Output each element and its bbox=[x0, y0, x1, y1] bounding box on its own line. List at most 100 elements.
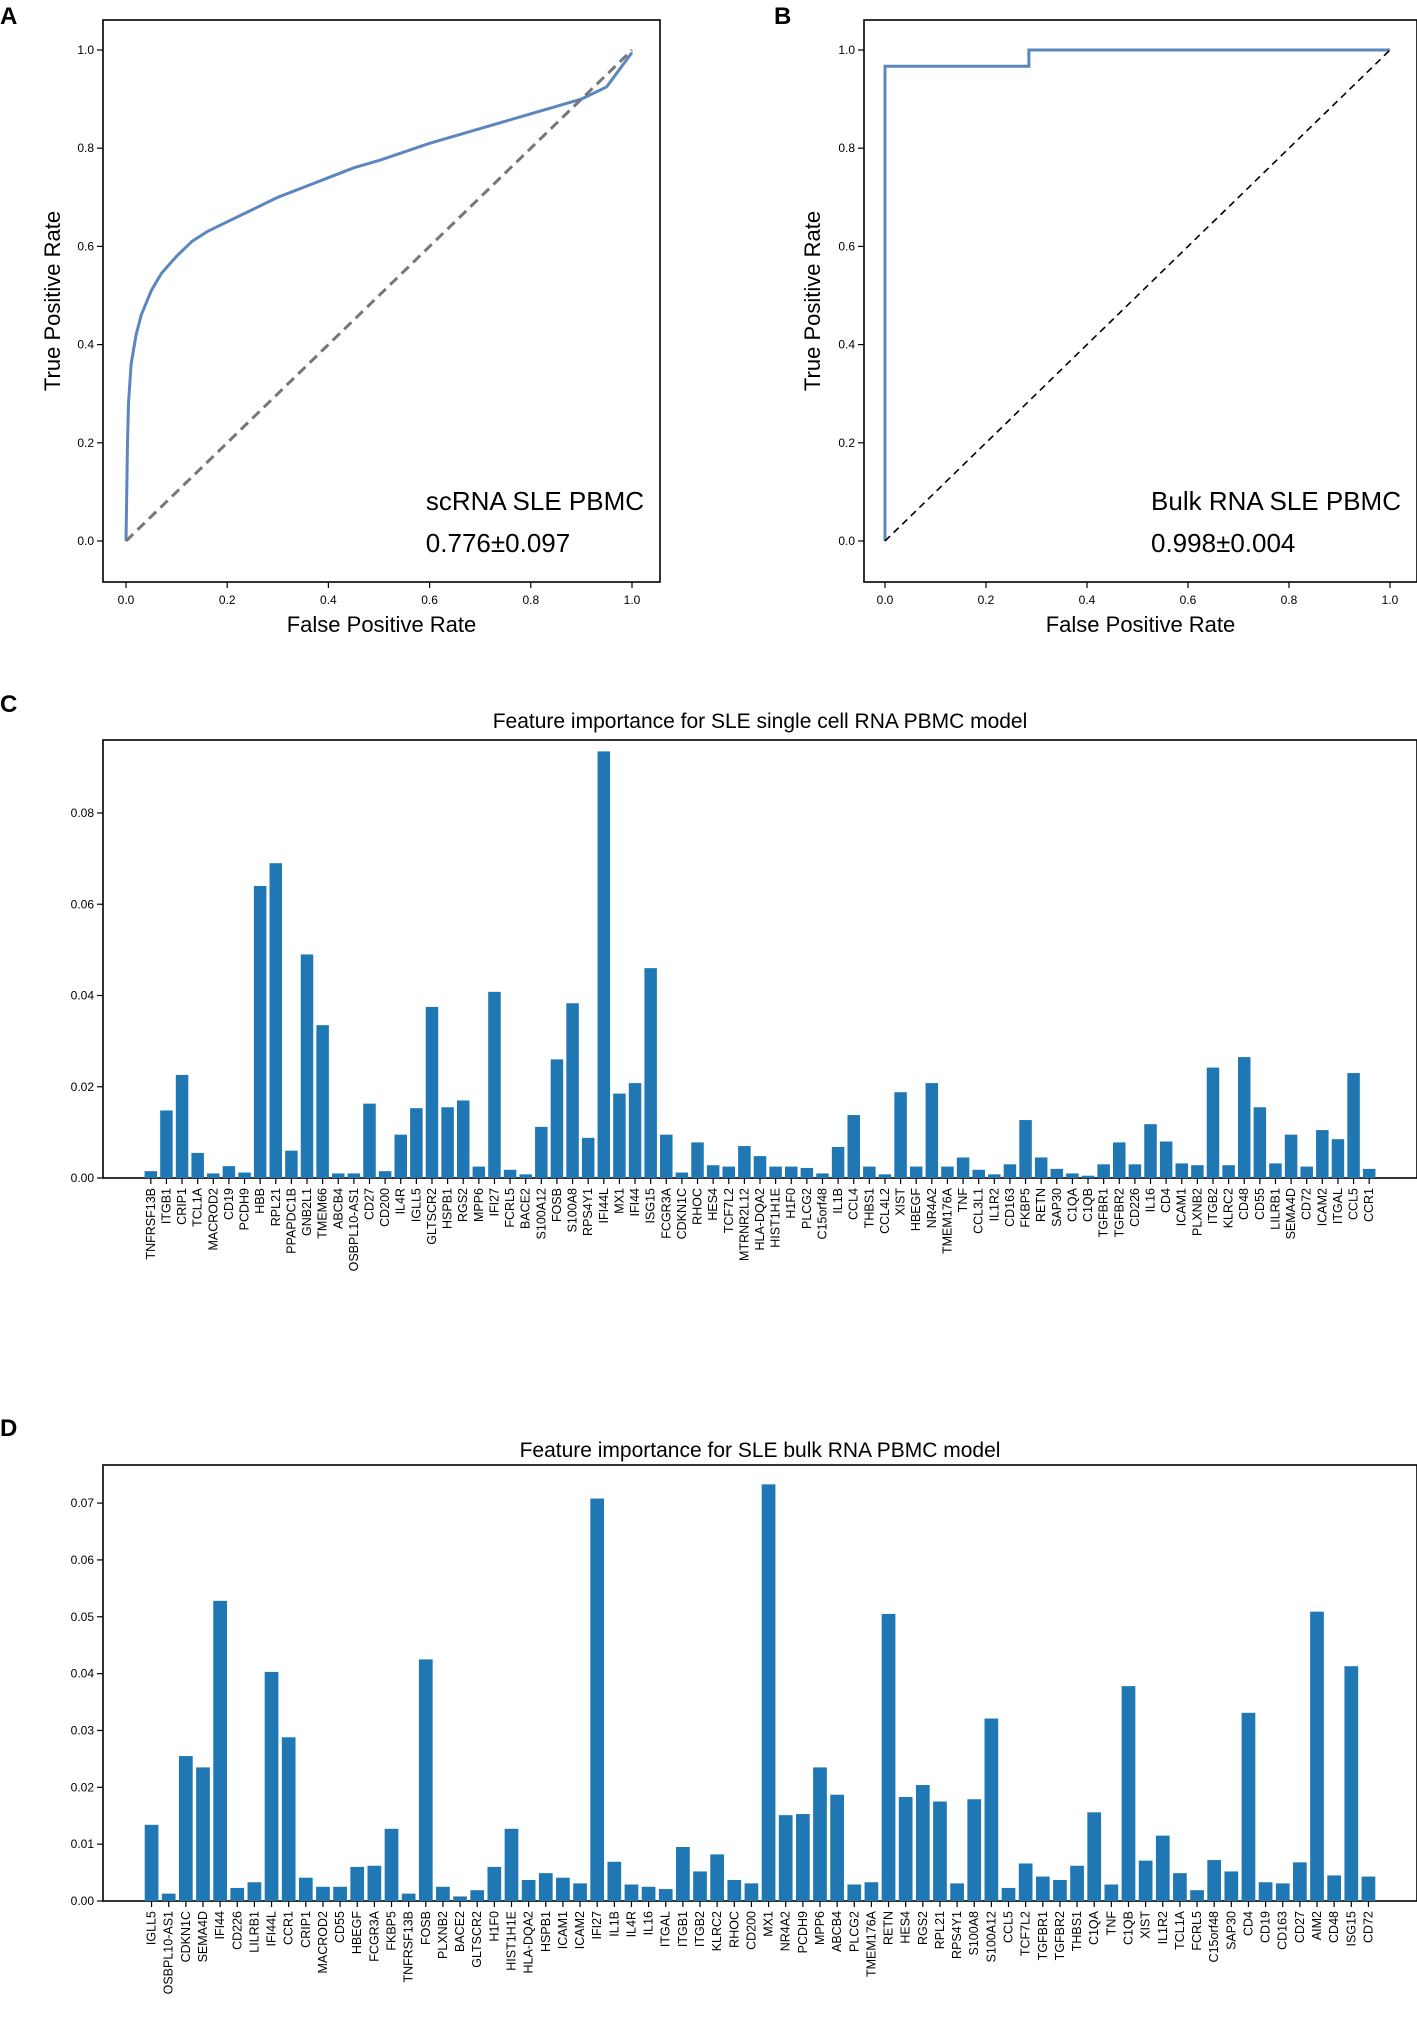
category-label: FOSB bbox=[550, 1188, 564, 1222]
bar bbox=[675, 1172, 689, 1178]
x-tick-label: 0.6 bbox=[421, 593, 438, 607]
category-label: SEMA4D bbox=[196, 1911, 210, 1962]
category-label: CD27 bbox=[362, 1188, 376, 1220]
panel-letter-d: D bbox=[0, 1415, 17, 1442]
bar bbox=[363, 1103, 376, 1178]
bar bbox=[1344, 1666, 1359, 1901]
category-label: CCL5 bbox=[1347, 1188, 1361, 1220]
bar bbox=[1293, 1862, 1307, 1901]
bar bbox=[160, 1110, 173, 1178]
category-label: TMEM176A bbox=[864, 1910, 878, 1977]
bar bbox=[950, 1883, 964, 1901]
bar bbox=[1327, 1875, 1342, 1901]
category-label: TNFRSF13B bbox=[144, 1188, 158, 1260]
y-tick-label: 0.07 bbox=[71, 1496, 95, 1510]
bar bbox=[425, 1006, 439, 1178]
category-label: CD48 bbox=[1237, 1188, 1251, 1220]
model-name-annotation: scRNA SLE PBMC bbox=[426, 486, 644, 516]
bar bbox=[410, 1108, 423, 1178]
category-label: ABCB4 bbox=[830, 1911, 844, 1952]
y-tick-label: 0.0 bbox=[77, 534, 94, 548]
panel-letter-c: C bbox=[0, 691, 17, 718]
bar bbox=[660, 1134, 673, 1178]
category-label: RPL21 bbox=[933, 1911, 947, 1949]
bar bbox=[830, 1794, 844, 1901]
bar bbox=[722, 1166, 736, 1178]
category-label: PLCG2 bbox=[847, 1911, 861, 1952]
x-tick-label: 0.2 bbox=[978, 593, 995, 607]
bar bbox=[909, 1166, 923, 1178]
bar bbox=[881, 1613, 896, 1901]
category-label: RGS2 bbox=[916, 1911, 930, 1945]
bar bbox=[1144, 1124, 1157, 1178]
category-label: TGFBR1 bbox=[1036, 1911, 1050, 1960]
y-tick-label: 0.01 bbox=[71, 1837, 95, 1851]
category-label: PPAPDC1B bbox=[284, 1188, 298, 1254]
category-label: H1F0 bbox=[784, 1188, 798, 1219]
bar bbox=[1159, 1141, 1173, 1178]
category-label: TMEM66 bbox=[316, 1188, 330, 1239]
category-label: KLRC2 bbox=[1222, 1188, 1236, 1228]
category-label: S100A8 bbox=[566, 1188, 580, 1233]
x-tick-label: 0.0 bbox=[118, 593, 135, 607]
bar bbox=[956, 1157, 970, 1178]
category-label: CD19 bbox=[1259, 1911, 1273, 1943]
category-label: CD55 bbox=[333, 1911, 347, 1943]
category-label: CD72 bbox=[1361, 1911, 1375, 1943]
plot-frame-d bbox=[102, 1464, 1417, 1902]
category-label: H1F0 bbox=[487, 1911, 501, 1942]
category-label: C1QB bbox=[1081, 1188, 1095, 1222]
category-label: CD55 bbox=[1253, 1188, 1267, 1220]
category-label: RPS4Y1 bbox=[950, 1911, 964, 1959]
chart-title: Feature importance for SLE bulk RNA PBMC… bbox=[520, 1439, 1001, 1462]
bar bbox=[761, 1484, 776, 1901]
bar bbox=[470, 1890, 485, 1901]
category-label: RHOC bbox=[691, 1188, 705, 1225]
y-tick-label: 0.6 bbox=[838, 239, 855, 253]
bar bbox=[161, 1893, 176, 1901]
bar bbox=[624, 1884, 639, 1901]
category-label: THBS1 bbox=[1070, 1911, 1084, 1951]
category-label: ITGB2 bbox=[1206, 1188, 1220, 1224]
bar bbox=[693, 1871, 707, 1901]
bar bbox=[441, 1107, 454, 1178]
bar bbox=[864, 1882, 879, 1901]
category-label: FOSB bbox=[419, 1911, 433, 1945]
bar bbox=[556, 1877, 570, 1901]
category-label: HBB bbox=[253, 1188, 267, 1214]
category-label: IL1R2 bbox=[1156, 1911, 1170, 1944]
y-tick-label: 1.0 bbox=[838, 43, 855, 57]
bar bbox=[436, 1886, 450, 1901]
bar bbox=[300, 954, 314, 1178]
bar bbox=[332, 1173, 345, 1178]
y-tick-label: 0.6 bbox=[77, 239, 94, 253]
bar bbox=[1035, 1876, 1050, 1901]
bar bbox=[607, 1861, 622, 1901]
y-tick-label: 0.03 bbox=[71, 1723, 95, 1737]
bar bbox=[519, 1174, 532, 1178]
category-label: PLXNB2 bbox=[1190, 1188, 1204, 1236]
category-label: XIST bbox=[894, 1188, 908, 1216]
y-tick-label: 1.0 bbox=[77, 43, 94, 57]
bar bbox=[264, 1671, 279, 1901]
bar bbox=[347, 1173, 361, 1178]
bar bbox=[738, 1146, 751, 1178]
bar bbox=[898, 1796, 913, 1901]
bar bbox=[550, 1059, 564, 1179]
bar bbox=[207, 1173, 220, 1178]
plot-frame-b bbox=[863, 19, 1417, 583]
category-label: S100A12 bbox=[534, 1188, 548, 1239]
bar bbox=[418, 1659, 433, 1901]
x-tick-label: 0.0 bbox=[877, 593, 894, 607]
category-label: TNF bbox=[956, 1188, 970, 1213]
category-label: IL4R bbox=[394, 1188, 408, 1214]
category-label: CCR1 bbox=[282, 1911, 296, 1945]
category-label: IFI27 bbox=[487, 1188, 501, 1217]
category-label: PLCG2 bbox=[800, 1188, 814, 1229]
category-label: FCGR3A bbox=[367, 1910, 381, 1961]
bar bbox=[800, 1167, 814, 1178]
bar bbox=[590, 1498, 605, 1901]
category-label: ICAM2 bbox=[573, 1911, 587, 1949]
bar bbox=[178, 1756, 193, 1901]
category-label: ITGB1 bbox=[159, 1188, 173, 1224]
